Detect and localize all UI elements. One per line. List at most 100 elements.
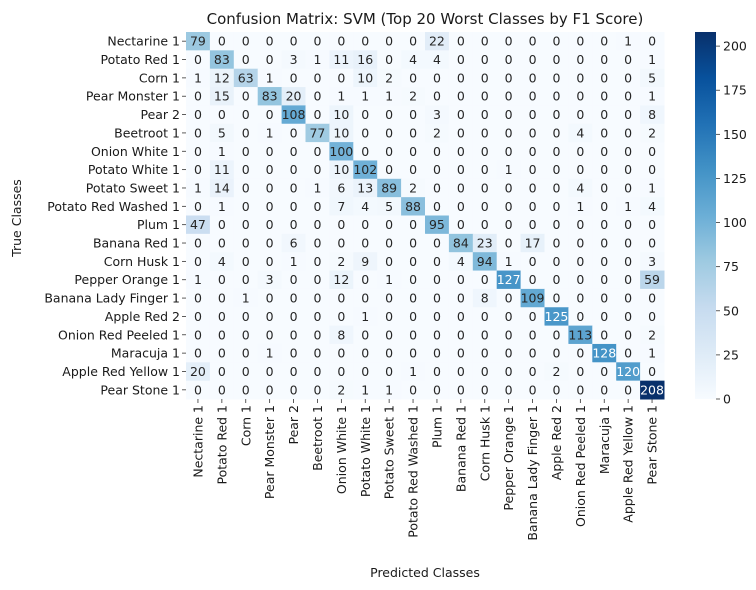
cell-value: 0 — [648, 217, 656, 232]
heatmap-cell — [640, 362, 665, 382]
heatmap-cell — [329, 178, 354, 198]
cell-value: 0 — [529, 327, 537, 342]
heatmap-cell — [209, 233, 235, 253]
heatmap-cell — [233, 105, 259, 125]
cell-value: 0 — [409, 382, 417, 397]
cell-value: 8 — [648, 107, 656, 122]
heatmap-cell — [281, 123, 306, 143]
cell-value: 1 — [648, 52, 656, 67]
cell-value: 2 — [337, 382, 345, 397]
cell-value: 0 — [313, 254, 321, 269]
heatmap-cell — [640, 215, 665, 235]
cell-value: 5 — [385, 199, 393, 214]
y-tick-label: Apple Red 2 — [105, 309, 180, 324]
cell-value: 0 — [361, 107, 369, 122]
heatmap-cell — [257, 32, 283, 51]
cell-value: 0 — [576, 254, 584, 269]
cell-value: 0 — [576, 162, 584, 177]
heatmap-cell — [233, 362, 259, 382]
cell-value: 0 — [505, 34, 513, 49]
y-tick-label: Corn 1 — [139, 70, 180, 85]
heatmap-cell — [472, 32, 498, 51]
heatmap-cell — [640, 270, 665, 290]
cell-value: 0 — [529, 199, 537, 214]
cell-value: 9 — [361, 254, 369, 269]
cell-value: 7 — [337, 199, 345, 214]
y-axis-label: True Classes — [9, 179, 24, 258]
colorbar-tick-label: 25 — [723, 347, 739, 362]
cell-value: 0 — [648, 144, 656, 159]
heatmap-cell — [377, 362, 402, 382]
cell-value: 0 — [552, 217, 560, 232]
cell-value: 0 — [266, 180, 274, 195]
cell-value: 0 — [481, 52, 489, 67]
cell-value: 0 — [290, 34, 298, 49]
cell-value: 6 — [290, 236, 298, 251]
cell-value: 0 — [505, 364, 513, 379]
heatmap-cell — [353, 160, 378, 180]
heatmap-cell — [329, 87, 354, 106]
heatmap-cell — [496, 307, 522, 327]
heatmap-cell — [233, 288, 259, 308]
cell-value: 2 — [337, 254, 345, 269]
heatmap-cell — [496, 32, 522, 51]
cell-value: 1 — [361, 89, 369, 104]
heatmap-cell — [401, 325, 426, 345]
cell-value: 16 — [357, 52, 373, 67]
cell-value: 1 — [218, 199, 226, 214]
cell-value: 0 — [218, 364, 226, 379]
cell-value: 0 — [624, 180, 632, 195]
heatmap-cell — [472, 325, 498, 345]
cell-value: 0 — [457, 144, 465, 159]
heatmap-cell — [329, 32, 354, 51]
cell-value: 0 — [457, 217, 465, 232]
cell-value: 102 — [353, 162, 377, 177]
cell-value: 0 — [313, 346, 321, 361]
cell-value: 0 — [242, 107, 250, 122]
heatmap-cell — [592, 68, 617, 88]
cell-value: 0 — [457, 346, 465, 361]
heatmap-cell — [472, 215, 498, 235]
heatmap-cell — [448, 123, 474, 143]
heatmap-cell — [568, 270, 593, 290]
cell-value: 0 — [266, 382, 274, 397]
y-tick-label: Potato Sweet 1 — [86, 180, 180, 195]
heatmap-cell — [544, 380, 569, 400]
heatmap-cell — [377, 50, 402, 70]
colorbar — [695, 32, 716, 399]
cell-value: 0 — [505, 309, 513, 324]
cell-value: 0 — [600, 144, 608, 159]
heatmap-cell — [520, 142, 545, 161]
heatmap-cell — [544, 160, 569, 180]
heatmap-cell — [353, 252, 378, 272]
cell-value: 0 — [290, 180, 298, 195]
heatmap-cell — [281, 32, 306, 51]
heatmap-cell — [425, 270, 450, 290]
cell-value: 0 — [529, 125, 537, 140]
heatmap-cell — [425, 142, 450, 161]
cell-value: 0 — [409, 217, 417, 232]
cell-value: 0 — [218, 309, 226, 324]
heatmap-cell — [233, 178, 259, 198]
cell-value: 0 — [529, 89, 537, 104]
cell-value: 0 — [576, 70, 584, 85]
cell-value: 1 — [266, 125, 274, 140]
cell-value: 0 — [409, 254, 417, 269]
cell-value: 0 — [481, 144, 489, 159]
x-tick-label: Onion Red Peeled 1 — [573, 405, 588, 527]
heatmap-cell — [425, 233, 450, 253]
heatmap-cell — [616, 325, 641, 345]
heatmap-cell — [520, 68, 545, 88]
cell-value: 0 — [433, 236, 441, 251]
cell-value: 0 — [505, 346, 513, 361]
cell-value: 8 — [481, 291, 489, 306]
heatmap-cell — [544, 288, 569, 308]
heatmap-cell — [401, 197, 426, 216]
cell-value: 6 — [337, 180, 345, 195]
x-axis-label: Predicted Classes — [370, 565, 480, 580]
heatmap-cell — [401, 307, 426, 327]
cell-value: 0 — [624, 382, 632, 397]
heatmap-cell — [281, 252, 306, 272]
heatmap-cell — [353, 288, 378, 308]
cell-value: 0 — [624, 236, 632, 251]
